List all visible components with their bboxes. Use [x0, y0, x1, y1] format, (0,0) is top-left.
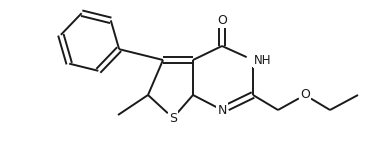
Text: S: S: [169, 112, 177, 124]
Text: O: O: [300, 88, 310, 102]
Text: O: O: [217, 14, 227, 26]
Text: N: N: [217, 104, 227, 116]
Text: NH: NH: [254, 54, 271, 67]
